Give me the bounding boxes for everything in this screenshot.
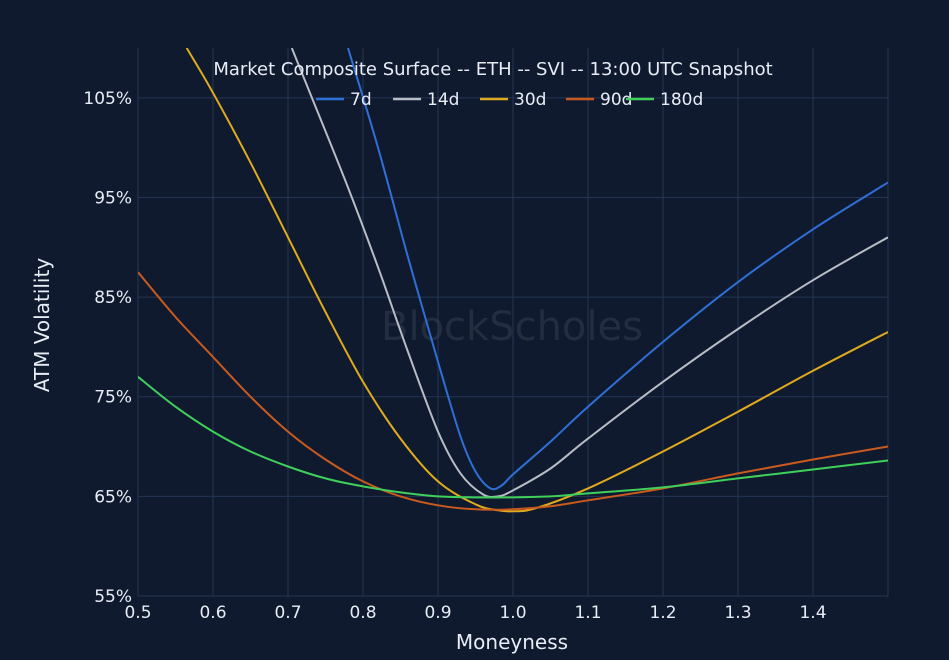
series-line-180d xyxy=(138,376,888,499)
series-line-30d xyxy=(185,48,888,513)
x-tick-label: 1.1 xyxy=(574,603,601,623)
y-tick-label: 105% xyxy=(83,89,132,109)
x-tick-label: 0.9 xyxy=(424,603,451,623)
legend-label-180d: 180d xyxy=(660,90,703,110)
series-line-7d xyxy=(347,48,888,491)
legend-label-90d: 90d xyxy=(600,90,632,110)
y-tick-label: 55% xyxy=(94,587,132,607)
legend: 7d 14d 30d 90d 180d xyxy=(316,90,703,110)
x-tick-label: 1.4 xyxy=(799,603,826,623)
y-tick-label: 65% xyxy=(94,487,132,507)
x-tick-label: 0.8 xyxy=(349,603,376,623)
grid xyxy=(137,48,889,597)
x-tick-label: 0.5 xyxy=(124,603,151,623)
x-tick-label: 1.3 xyxy=(724,603,751,623)
series-line-14d xyxy=(290,48,888,499)
y-tick-label: 75% xyxy=(94,388,132,408)
y-tick-labels: 55% 65% 75% 85% 95% 105% xyxy=(83,89,132,607)
series-line-90d xyxy=(138,271,888,511)
y-tick-label: 95% xyxy=(94,188,132,208)
x-tick-label: 0.6 xyxy=(199,603,226,623)
legend-label-14d: 14d xyxy=(427,90,459,110)
legend-label-7d: 7d xyxy=(350,90,372,110)
x-tick-label: 0.7 xyxy=(274,603,301,623)
x-tick-label: 1.2 xyxy=(649,603,676,623)
y-axis-title: ATM Volatility xyxy=(30,258,54,392)
watermark: BlockScholes xyxy=(381,304,643,350)
x-tick-label: 1.0 xyxy=(499,603,526,623)
y-tick-label: 85% xyxy=(94,288,132,308)
chart-title: Market Composite Surface -- ETH -- SVI -… xyxy=(213,59,772,80)
legend-label-30d: 30d xyxy=(514,90,546,110)
x-tick-labels: 0.5 0.6 0.7 0.8 0.9 1.0 1.1 1.2 1.3 1.4 xyxy=(124,603,826,623)
x-axis-title: Moneyness xyxy=(456,630,568,654)
series-lines xyxy=(138,48,888,513)
